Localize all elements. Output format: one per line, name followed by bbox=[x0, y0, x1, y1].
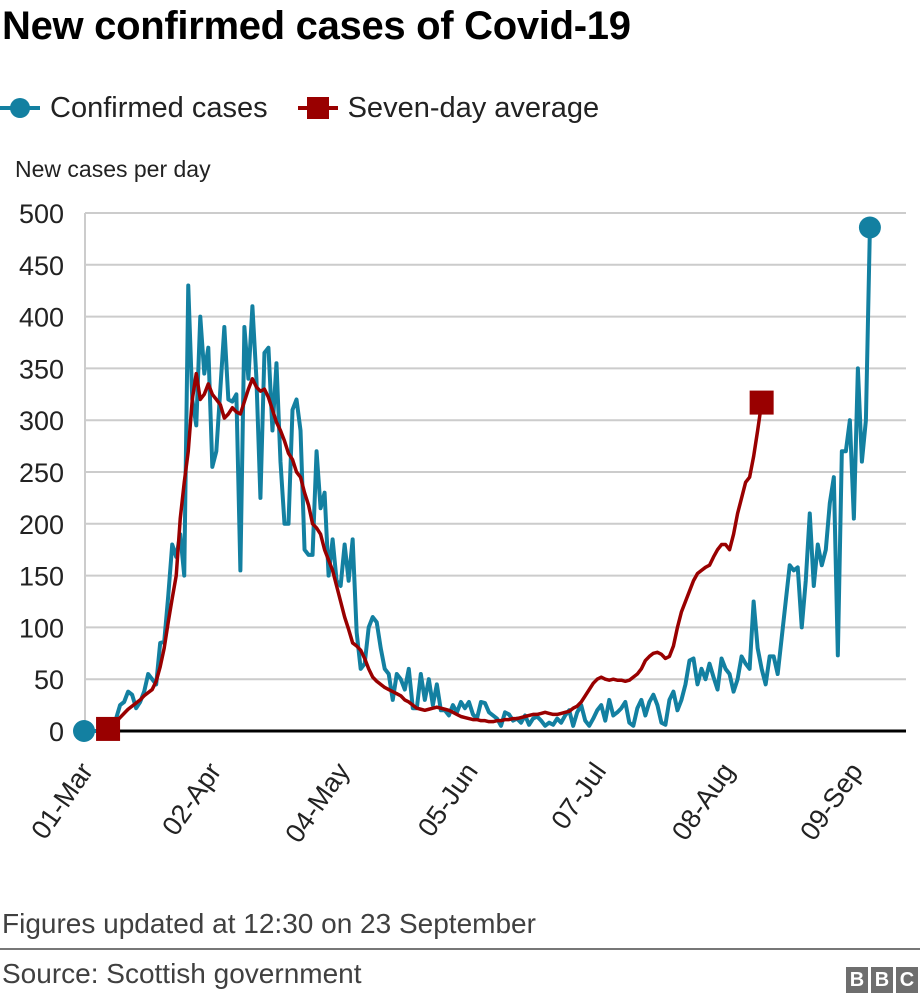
legend-item-seven-day-average: Seven-day average bbox=[297, 91, 600, 125]
y-tick-label: 200 bbox=[19, 510, 64, 540]
y-tick-label: 450 bbox=[19, 251, 64, 281]
footer-divider bbox=[0, 948, 920, 950]
x-tick-label: 02-Apr bbox=[156, 757, 227, 841]
seven-day-average-end-marker bbox=[749, 390, 774, 415]
gridlines bbox=[84, 212, 906, 733]
chart-title: New confirmed cases of Covid-19 bbox=[2, 4, 631, 48]
legend-label: Confirmed cases bbox=[50, 91, 268, 124]
x-tick-label: 04-May bbox=[279, 757, 356, 848]
x-tick-label: 09-Sep bbox=[794, 757, 869, 846]
confirmed-cases-line bbox=[84, 227, 872, 733]
y-tick-label: 250 bbox=[19, 458, 64, 488]
seven-day-average-start-marker bbox=[96, 716, 121, 741]
bbc-logo-letter: B bbox=[871, 967, 893, 993]
legend-item-confirmed-cases: Confirmed cases bbox=[0, 92, 268, 125]
x-tick-label: 05-Jun bbox=[412, 757, 484, 842]
y-axis-label: New cases per day bbox=[15, 156, 211, 182]
x-tick-label: 01-Mar bbox=[25, 757, 99, 844]
series-group bbox=[73, 216, 881, 742]
bbc-logo-letter: B bbox=[846, 967, 868, 993]
x-tick-labels: 01-Mar 02-Apr 04-May 05-Jun 07-Jul 08-Aug 09-S… bbox=[25, 757, 869, 848]
footer-note: Figures updated at 12:30 on 23 September bbox=[2, 908, 536, 939]
x-tick-label: 08-Aug bbox=[666, 757, 741, 846]
y-tick-labels: 0 50 100 150 200 250 300 350 400 450 500 bbox=[19, 199, 64, 747]
x-tick-label: 07-Jul bbox=[545, 757, 612, 834]
circle-line-marker-icon bbox=[0, 98, 40, 118]
bbc-logo-letter: C bbox=[896, 967, 918, 993]
confirmed-cases-end-marker bbox=[858, 216, 881, 239]
y-tick-label: 400 bbox=[19, 303, 64, 333]
source-text: Source: Scottish government bbox=[2, 958, 362, 989]
legend-label: Seven-day average bbox=[347, 91, 600, 124]
bbc-logo: B B C bbox=[846, 967, 918, 993]
y-tick-label: 500 bbox=[19, 199, 64, 229]
confirmed-cases-start-marker bbox=[73, 720, 95, 742]
y-tick-label: 300 bbox=[19, 406, 64, 436]
seven-day-average-line bbox=[106, 371, 764, 731]
y-tick-label: 350 bbox=[19, 354, 64, 384]
y-tick-label: 150 bbox=[19, 562, 64, 592]
y-tick-label: 50 bbox=[34, 665, 64, 695]
legend: Confirmed cases Seven-day average bbox=[0, 88, 629, 128]
line-chart: 0 50 100 150 200 250 300 350 400 450 500 01-Mar 02-… bbox=[19, 199, 906, 848]
y-tick-label: 0 bbox=[49, 717, 64, 747]
square-line-marker-icon bbox=[297, 97, 338, 119]
y-tick-label: 100 bbox=[19, 613, 64, 643]
